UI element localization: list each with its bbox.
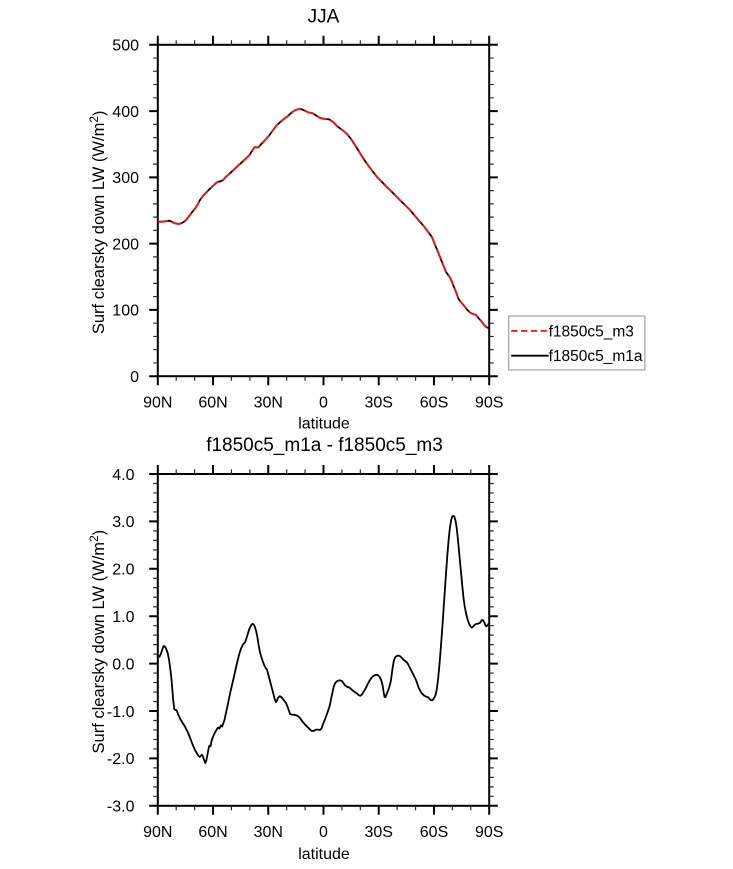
svg-text:0: 0 bbox=[130, 369, 139, 386]
svg-text:500: 500 bbox=[112, 38, 139, 55]
svg-text:0: 0 bbox=[319, 394, 328, 411]
svg-text:60N: 60N bbox=[198, 394, 227, 411]
svg-text:60S: 60S bbox=[420, 824, 448, 841]
svg-text:-3.0: -3.0 bbox=[107, 799, 135, 816]
svg-text:100: 100 bbox=[112, 303, 139, 320]
svg-text:30N: 30N bbox=[254, 394, 283, 411]
svg-text:latitude: latitude bbox=[298, 846, 350, 863]
svg-text:90S: 90S bbox=[475, 824, 503, 841]
svg-text:60N: 60N bbox=[198, 824, 227, 841]
svg-text:30N: 30N bbox=[254, 824, 283, 841]
svg-text:90N: 90N bbox=[143, 824, 172, 841]
svg-text:400: 400 bbox=[112, 104, 139, 121]
svg-text:JJA: JJA bbox=[308, 6, 340, 27]
svg-text:f1850c5_m3: f1850c5_m3 bbox=[549, 323, 634, 340]
svg-text:Surf clearsky down LW (W/m2): Surf clearsky down LW (W/m2) bbox=[87, 530, 108, 754]
svg-text:f1850c5_m1a: f1850c5_m1a bbox=[549, 348, 643, 365]
svg-text:f1850c5_m1a - f1850c5_m3: f1850c5_m1a - f1850c5_m3 bbox=[206, 435, 443, 456]
svg-text:4.0: 4.0 bbox=[112, 467, 134, 484]
svg-text:60S: 60S bbox=[420, 394, 448, 411]
svg-text:1.0: 1.0 bbox=[112, 609, 134, 626]
svg-text:90N: 90N bbox=[143, 394, 172, 411]
svg-text:0.0: 0.0 bbox=[112, 656, 134, 673]
svg-text:300: 300 bbox=[112, 170, 139, 187]
svg-text:3.0: 3.0 bbox=[112, 514, 134, 531]
svg-text:-2.0: -2.0 bbox=[107, 751, 135, 768]
svg-text:30S: 30S bbox=[364, 394, 392, 411]
svg-text:latitude: latitude bbox=[298, 415, 350, 432]
svg-text:Surf clearsky down LW (W/m2): Surf clearsky down LW (W/m2) bbox=[87, 111, 108, 335]
svg-text:90S: 90S bbox=[475, 394, 503, 411]
svg-text:30S: 30S bbox=[364, 824, 392, 841]
svg-text:0: 0 bbox=[319, 824, 328, 841]
svg-text:200: 200 bbox=[112, 236, 139, 253]
svg-text:2.0: 2.0 bbox=[112, 562, 134, 579]
svg-text:-1.0: -1.0 bbox=[107, 704, 135, 721]
